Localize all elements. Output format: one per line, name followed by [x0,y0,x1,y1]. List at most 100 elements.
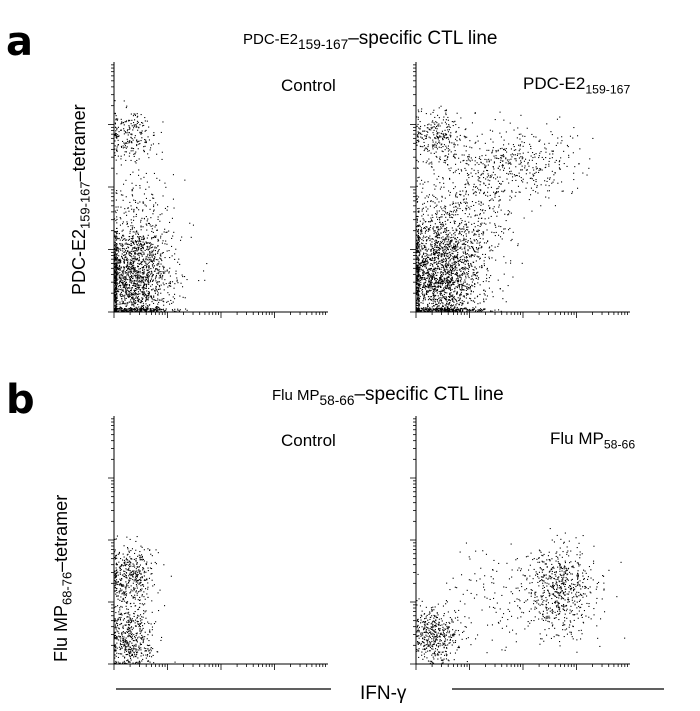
data-point [446,266,448,268]
data-point [161,260,163,262]
data-point [145,303,147,305]
data-point [157,251,159,253]
data-point [136,257,138,259]
data-point [141,264,143,266]
data-point [447,276,449,278]
data-point [433,270,435,272]
data-point [131,134,133,136]
data-point [129,127,131,129]
data-point [446,158,448,160]
data-point [160,271,162,273]
data-point [422,291,424,293]
data-point [422,308,424,310]
data-point [539,169,541,171]
data-point [128,142,130,144]
data-point [118,262,120,264]
data-point [417,208,419,210]
data-point [130,147,132,149]
data-point [134,231,136,233]
data-point [190,236,192,238]
panel-b-right-label-sub: 58-66 [603,437,636,452]
data-point [437,232,439,234]
data-point [459,309,461,311]
data-point [449,296,451,298]
data-point [429,205,431,207]
data-point [158,285,160,287]
data-point [137,249,139,251]
data-point [145,141,147,143]
data-point [122,194,124,196]
data-point [456,267,458,269]
data-point [137,202,139,204]
data-point [448,257,450,259]
data-point [159,257,161,259]
data-point [155,306,157,308]
data-point [122,223,124,225]
data-point [143,236,145,238]
data-point [132,187,134,189]
data-point [421,133,423,135]
data-point [118,255,120,257]
data-point [181,236,183,238]
data-point [133,210,135,212]
data-point [459,298,461,300]
data-point [437,136,439,138]
panel-letter-a: a [6,19,33,65]
data-point [427,131,429,133]
data-point [123,128,125,130]
data-point [114,276,116,278]
data-point [423,247,425,249]
data-point [439,285,441,287]
data-point [442,265,444,267]
data-point [472,247,474,249]
data-point [549,153,551,155]
data-point [422,146,424,148]
data-point [437,255,439,257]
data-point [463,226,465,228]
data-point [133,301,135,303]
data-point [127,251,129,253]
data-point [444,121,446,123]
data-point [132,298,134,300]
data-point [418,310,420,312]
data-point [455,245,457,247]
data-point [129,230,131,232]
data-point [417,249,419,251]
data-point [125,132,127,134]
data-point [431,214,433,216]
data-point [116,283,118,285]
data-point [554,205,556,207]
data-point [452,283,454,285]
data-point [437,268,439,270]
data-point [137,293,139,295]
data-point [442,119,444,121]
data-point [142,289,144,291]
data-point [486,149,488,151]
data-point [139,132,141,134]
data-point [116,136,118,138]
data-point [422,302,424,304]
data-point [510,154,512,156]
data-point [135,240,137,242]
data-point [125,288,127,290]
data-point [430,259,432,261]
data-point [417,294,419,296]
data-point [139,268,141,270]
data-point [122,295,124,297]
data-point [435,281,437,283]
data-point [145,264,147,266]
data-point [150,281,152,283]
data-point [150,308,152,310]
data-point [431,282,433,284]
data-point [115,308,117,310]
data-point [422,240,424,242]
data-point [114,270,116,272]
data-point [479,309,481,311]
data-point [442,136,444,138]
data-point [551,150,553,152]
data-point [437,286,439,288]
data-point [448,273,450,275]
data-point [458,265,460,267]
data-point [446,287,448,289]
data-point [426,262,428,264]
